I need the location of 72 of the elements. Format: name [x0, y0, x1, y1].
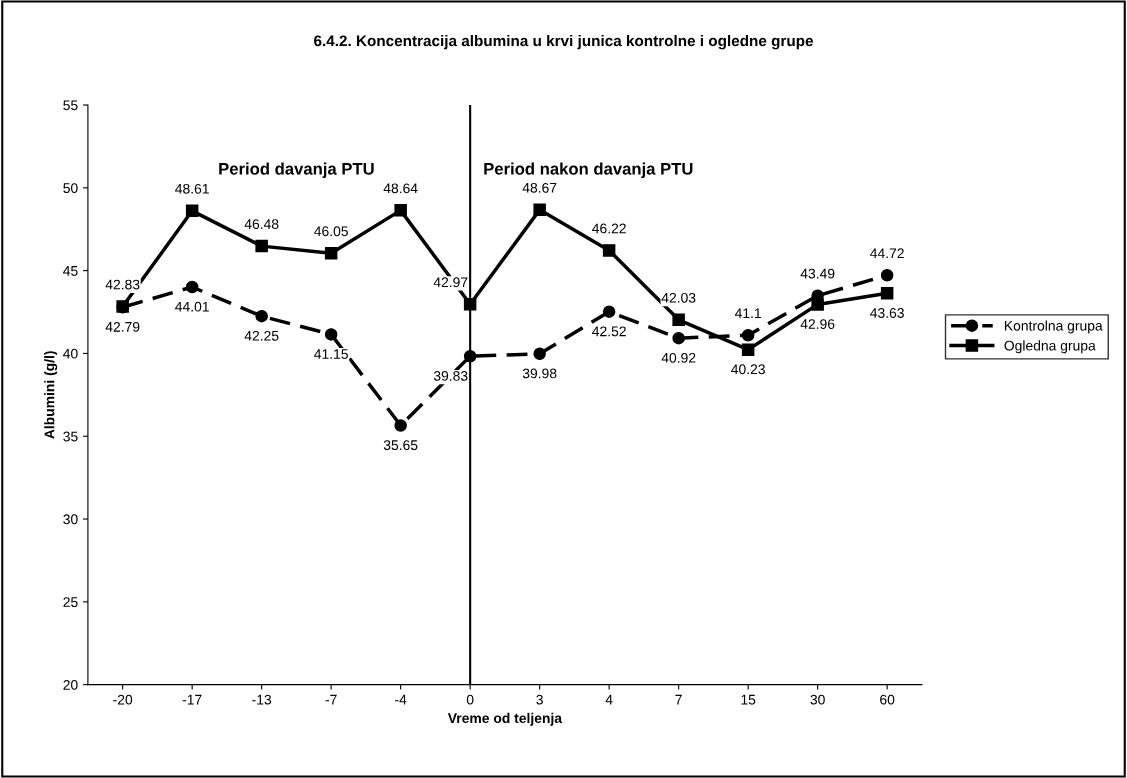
y-tick-label: 45: [63, 266, 78, 276]
y-axis-title: Albumini (g/l): [44, 351, 58, 439]
data-label: 35.65: [383, 440, 418, 451]
x-tick-label: 4: [605, 694, 613, 705]
data-label: 42.97: [433, 277, 468, 288]
y-tick-label: 35: [63, 431, 78, 442]
point: [394, 204, 407, 217]
point: [463, 349, 477, 363]
point: [880, 269, 894, 282]
y-tick-label: 20: [63, 679, 78, 690]
x-tick-label: 30: [810, 694, 825, 705]
data-label: 43.63: [870, 308, 904, 318]
data-label: 40.23: [731, 364, 765, 375]
data-label: 39.98: [522, 368, 557, 379]
data-label: 43.49: [800, 268, 835, 279]
point: [324, 246, 338, 260]
x-tick-label: -4: [395, 694, 407, 705]
x-tick-label: -20: [113, 694, 133, 705]
data-label: 42.83: [105, 279, 140, 290]
point: [185, 280, 199, 294]
x-tick-label: 15: [741, 694, 756, 705]
y-tick-label: 40: [63, 348, 78, 359]
point: [255, 239, 268, 253]
data-label: 46.22: [592, 223, 626, 234]
y-tick-label: 50: [63, 183, 78, 193]
data-label: 42.25: [244, 330, 279, 341]
chart-title: 6.4.2. Koncentracija albumina u krvi junica kontrolne i ogledne grupe: [314, 35, 814, 50]
data-label: 42.96: [800, 319, 835, 329]
point: [672, 331, 685, 345]
data-label: 42.52: [592, 326, 626, 337]
legend-label: Kontrolna grupa: [1004, 320, 1103, 334]
data-label: 48.61: [175, 183, 209, 194]
point: [533, 347, 546, 361]
data-label: 42.03: [661, 292, 696, 303]
point: [255, 309, 268, 323]
annotation: Period davanja PTU: [219, 162, 374, 179]
x-tick-label: 0: [466, 694, 474, 705]
x-axis-title: Vreme od teljenja: [447, 712, 563, 726]
data-label: 48.64: [383, 183, 418, 194]
point: [394, 419, 407, 432]
point: [463, 297, 477, 311]
annotation: Period nakon davanja PTU: [484, 162, 693, 179]
data-label: 46.48: [244, 219, 279, 230]
point: [324, 328, 338, 341]
point: [741, 328, 755, 342]
data-label: 46.05: [314, 226, 348, 237]
data-label: 44.01: [175, 301, 209, 312]
data-label: 40.92: [661, 352, 696, 363]
x-tick-label: -13: [252, 694, 272, 705]
point: [533, 203, 546, 217]
data-label: 42.79: [105, 321, 140, 332]
x-tick-label: -17: [182, 694, 202, 705]
x-tick-label: -7: [325, 694, 337, 705]
data-label: 41.15: [314, 349, 348, 359]
point: [602, 244, 616, 257]
data-label: 41.1: [734, 308, 761, 318]
x-tick-label: 3: [536, 694, 543, 705]
point: [741, 343, 755, 356]
point: [811, 298, 824, 311]
x-tick-label: 7: [675, 694, 682, 705]
data-label: 48.67: [522, 182, 557, 193]
point: [602, 305, 616, 318]
point: [185, 204, 199, 218]
point: [672, 313, 685, 327]
y-tick-label: 30: [63, 514, 78, 525]
data-label: 44.72: [870, 248, 904, 259]
x-tick-label: 60: [880, 694, 895, 705]
point: [880, 287, 894, 300]
data-label: 39.83: [433, 370, 468, 381]
y-tick-label: 55: [63, 100, 78, 111]
y-tick-label: 25: [63, 597, 78, 608]
legend-label: Ogledna grupa: [1004, 340, 1096, 354]
